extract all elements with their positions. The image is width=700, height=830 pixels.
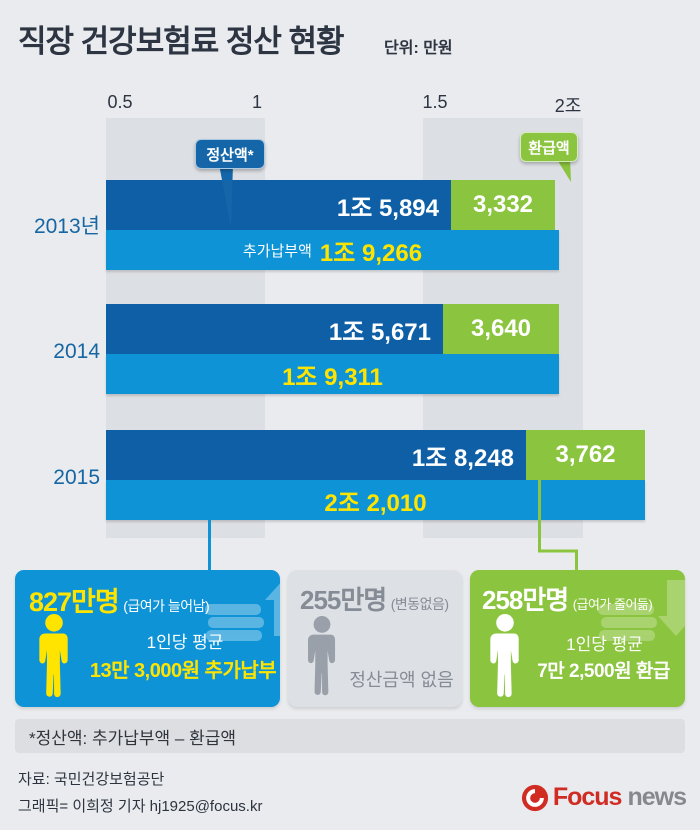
- axis-tick: 2조: [554, 96, 582, 116]
- increase-amount: 13만 3,000원 추가납부: [89, 660, 277, 682]
- axis-tick: 1.5: [422, 92, 448, 112]
- additional-value: 1조 9,311: [282, 363, 383, 391]
- person-icon: [308, 616, 336, 696]
- money-up-icon: [205, 583, 280, 641]
- settlement-value: 1조 5,894: [336, 194, 439, 222]
- credit-text: 그래픽= 이희정 기자 hj1925@focus.kr: [18, 798, 263, 815]
- year-label: 2013년: [33, 215, 100, 238]
- logo-text-focus: Focus: [552, 783, 623, 811]
- refund-value: 3,762: [555, 441, 616, 468]
- nochange-text: 정산금액 없음: [349, 670, 454, 690]
- increase-avg-label: 1인당 평균: [146, 633, 224, 652]
- refund-bar: 3,640: [443, 304, 559, 354]
- decrease-count: 258만명: [482, 585, 569, 615]
- additional-bar: 2조 2,010: [106, 480, 645, 520]
- person-icon: [39, 614, 68, 698]
- refund-bar: 3,332: [451, 180, 555, 230]
- year-label: 2015: [53, 466, 100, 489]
- logo-swirl-icon: [521, 784, 548, 811]
- footnote-text: *정산액: 추가납부액 – 환급액: [29, 728, 237, 748]
- page-title: 직장 건강보험료 정산 현황: [18, 24, 345, 59]
- additional-bar: 추가납부액 1조 9,266: [106, 230, 559, 270]
- refund-bar: 3,762: [526, 430, 645, 480]
- refund-value: 3,332: [472, 191, 534, 218]
- additional-value: 1조 9,266: [319, 239, 423, 267]
- refund-callout: 환급액: [520, 132, 578, 162]
- unit-label: 단위: 만원: [384, 40, 453, 57]
- additional-bar: 1조 9,311: [106, 354, 559, 394]
- additional-prefix: 추가납부액: [242, 242, 312, 260]
- summary-box-increase: 827만명 (급여가 늘어남) 1인당 평균 13만 3,000원 추가납부: [15, 570, 280, 707]
- settlement-bar: 1조 5,894: [106, 180, 451, 230]
- settlement-value: 1조 8,248: [411, 444, 514, 472]
- axis-tick: 0.5: [107, 92, 133, 112]
- increase-note: (급여가 늘어남): [123, 598, 210, 614]
- person-icon: [490, 614, 519, 698]
- axis-tick: 1: [251, 92, 262, 112]
- decrease-avg-label: 1인당 평균: [566, 635, 643, 654]
- footnote-box: *정산액: 추가납부액 – 환급액: [15, 719, 685, 753]
- settlement-callout: 정산액*: [195, 139, 265, 169]
- focusnews-logo: Focus news: [521, 783, 687, 812]
- decrease-note: (급여가 줄어듦): [572, 597, 653, 612]
- settlement-bar: 1조 5,671: [106, 304, 443, 354]
- logo-text-news: news: [627, 783, 687, 811]
- year-label: 2014: [53, 340, 100, 363]
- money-down-icon: [598, 580, 685, 641]
- decrease-amount: 7만 2,500원 환급: [537, 661, 670, 682]
- refund-value: 3,640: [470, 315, 532, 342]
- settlement-value: 1조 5,671: [328, 318, 431, 346]
- increase-count: 827만명: [29, 587, 120, 617]
- summary-box-decrease: 258만명 (급여가 줄어듦) 1인당 평균 7만 2,500원 환급: [470, 570, 685, 707]
- nochange-note: (변동없음): [390, 596, 449, 612]
- settlement-bar: 1조 8,248: [106, 430, 526, 480]
- source-text: 자료: 국민건강보험공단: [18, 771, 165, 788]
- nochange-count: 255만명: [300, 585, 387, 615]
- summary-box-nochange: 255만명 (변동없음) 정산금액 없음: [288, 570, 462, 707]
- additional-value: 2조 2,010: [324, 489, 427, 517]
